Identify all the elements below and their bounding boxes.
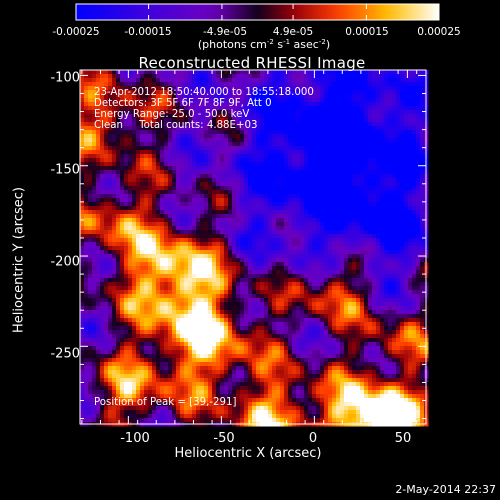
x-tick-label-0: 0 (308, 431, 318, 446)
y-tick-label--100: -100 (50, 70, 80, 86)
annotation-energy-range: Energy Range: 25.0 - 50.0 keV (94, 109, 250, 120)
plot-frame (79, 69, 427, 425)
colorbar-tick-label-4: 0.00015 (345, 26, 389, 38)
chart-title: Reconstructed RHESSI Image (138, 54, 366, 72)
colorbar-tick-label-2: -4.9e-05 (202, 26, 248, 38)
annotation-clean-counts: Clean Total counts: 4.88E+03 (94, 120, 258, 131)
peak-marker (384, 418, 389, 423)
x-axis-label: Heliocentric X (arcsec) (174, 446, 322, 461)
y-tick-label--250: -250 (50, 346, 80, 362)
colorbar-tick-label-3: 4.9e-05 (272, 26, 314, 38)
x-tick-label--50: -50 (213, 431, 235, 446)
y-tick-label--200: -200 (50, 254, 80, 270)
colorbar-tick-label-0: -0.00025 (52, 26, 100, 38)
colorbar (75, 3, 440, 21)
annotation-time-range: 23-Apr-2012 18:50:40.000 to 18:55:18.000 (94, 87, 314, 98)
x-tick-label-50: 50 (394, 431, 412, 446)
colorbar-units: (photons cm-2 s-1 asec-2) (197, 38, 331, 51)
timestamp: 2-May-2014 22:37 (395, 483, 496, 496)
y-tick-label--150: -150 (50, 162, 80, 178)
peak-position-label: Position of Peak = [39,-291] (94, 397, 237, 408)
heatmap-image (80, 70, 429, 427)
annotation-detectors: Detectors: 3F 5F 6F 7F 8F 9F, Att 0 (94, 98, 272, 109)
x-tick-label--100: -100 (120, 431, 150, 446)
colorbar-tick-label-5: 0.00025 (417, 26, 461, 38)
y-axis-label: Heliocentric Y (arcsec) (11, 187, 27, 333)
colorbar-tick-label-1: -0.00015 (124, 26, 172, 38)
